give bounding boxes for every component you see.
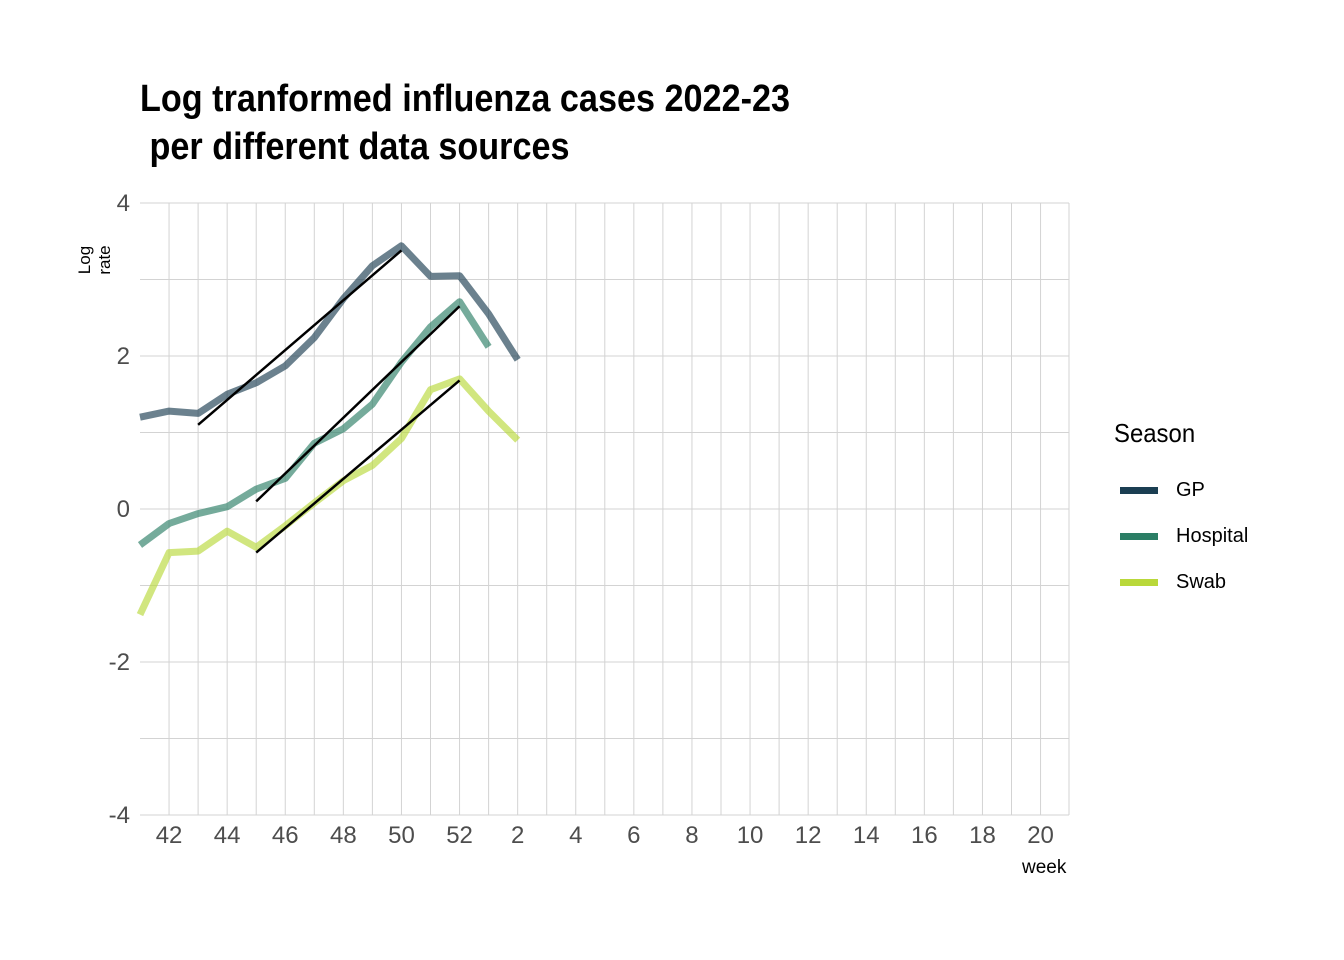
legend-key-hospital	[1120, 532, 1158, 540]
y-tick-label: -4	[109, 802, 130, 829]
series-line-gp	[139, 242, 521, 421]
legend-item-swab: Swab	[1114, 559, 1248, 605]
trend-line-hospital	[255, 305, 461, 503]
x-tick-label: 16	[911, 822, 938, 849]
legend-item-gp: GP	[1114, 467, 1248, 513]
y-tick-label: 2	[117, 343, 130, 370]
legend-label-swab: Swab	[1176, 570, 1227, 593]
x-axis-title: week	[1022, 857, 1067, 878]
legend-title: Season	[1114, 418, 1196, 448]
y-tick-label: 4	[117, 190, 130, 217]
legend: Season GP Hospital Swab	[1114, 418, 1248, 605]
x-tick-label: 2	[511, 822, 524, 849]
legend-key-gp	[1120, 486, 1158, 494]
x-tick-label: 4	[569, 822, 582, 849]
x-tick-label: 20	[1027, 822, 1054, 849]
x-tick-label: 14	[853, 822, 880, 849]
chart-title-line-2: per different data sources	[140, 126, 570, 168]
x-tick-label: 10	[737, 822, 764, 849]
legend-label-gp: GP	[1176, 478, 1205, 501]
x-tick-label: 42	[156, 822, 183, 849]
x-tick-label: 12	[795, 822, 822, 849]
legend-key-swab	[1120, 578, 1158, 586]
y-tick-label: -2	[109, 649, 130, 676]
y-axis-title: Log rate	[75, 245, 114, 275]
trend-line-swab	[255, 379, 461, 554]
x-tick-label: 8	[685, 822, 698, 849]
x-tick-label: 44	[214, 822, 241, 849]
legend-item-hospital: Hospital	[1114, 513, 1248, 559]
x-tick-label: 50	[388, 822, 415, 849]
chart-title-line-1: Log tranformed influenza cases 2022-23	[140, 78, 791, 120]
x-tick-label: 46	[272, 822, 299, 849]
trend-line-gp	[197, 249, 403, 426]
legend-label-hospital: Hospital	[1176, 524, 1249, 547]
x-tick-label: 48	[330, 822, 357, 849]
x-tick-label: 6	[627, 822, 640, 849]
x-tick-label: 18	[969, 822, 996, 849]
y-tick-label: 0	[117, 496, 130, 523]
series-line-hospital	[137, 298, 492, 548]
x-tick-label: 52	[446, 822, 473, 849]
